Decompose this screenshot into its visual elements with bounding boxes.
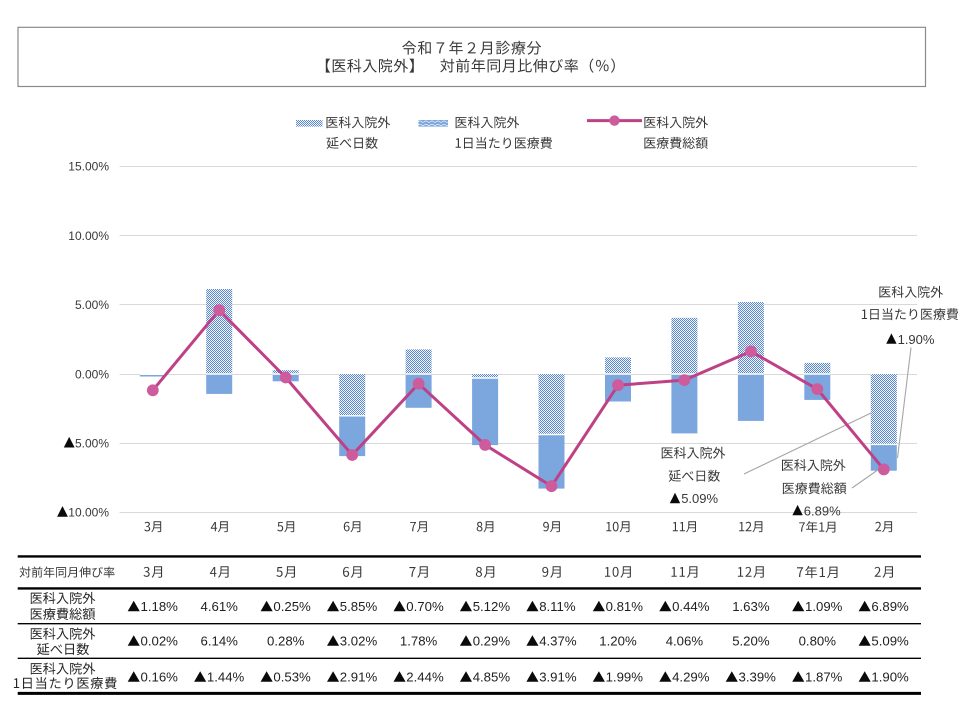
svg-text:0.02%: 0.02% [141,634,179,649]
svg-text:5.85%: 5.85% [340,599,378,614]
svg-text:1.09%: 1.09% [805,599,843,614]
svg-text:0.80%: 0.80% [799,634,837,649]
svg-text:0.00%: 0.00% [75,367,109,381]
svg-text:5.09%: 5.09% [871,634,909,649]
svg-text:0.16%: 0.16% [141,670,179,685]
svg-text:1.78%: 1.78% [400,634,438,649]
svg-text:5.00%: 5.00% [75,437,109,451]
svg-text:1.18%: 1.18% [141,599,179,614]
svg-text:1.90%: 1.90% [898,332,935,347]
svg-text:3.91%: 3.91% [539,670,577,685]
svg-text:1.90%: 1.90% [871,670,909,685]
svg-text:5.20%: 5.20% [732,634,770,649]
svg-text:4.06%: 4.06% [666,634,704,649]
svg-text:1.63%: 1.63% [732,599,770,614]
svg-text:1.20%: 1.20% [599,634,637,649]
svg-text:6.89%: 6.89% [804,503,841,518]
svg-text:4.37%: 4.37% [539,634,577,649]
svg-text:0.81%: 0.81% [606,599,644,614]
svg-text:5.12%: 5.12% [473,599,511,614]
svg-text:1.44%: 1.44% [207,670,245,685]
svg-text:0.44%: 0.44% [672,599,710,614]
svg-text:4.85%: 4.85% [473,670,511,685]
svg-text:6.89%: 6.89% [871,599,909,614]
svg-text:1.87%: 1.87% [805,670,843,685]
svg-text:2.91%: 2.91% [340,670,378,685]
svg-text:10.00%: 10.00% [68,229,109,243]
svg-text:0.70%: 0.70% [406,599,444,614]
svg-text:6.14%: 6.14% [200,634,238,649]
svg-text:8.11%: 8.11% [539,599,576,614]
svg-text:2.44%: 2.44% [406,670,444,685]
svg-text:0.28%: 0.28% [267,634,305,649]
svg-text:4.61%: 4.61% [200,599,238,614]
svg-text:10.00%: 10.00% [68,506,109,520]
svg-text:3.39%: 3.39% [739,670,777,685]
svg-text:0.29%: 0.29% [473,634,511,649]
svg-text:15.00%: 15.00% [68,160,109,174]
svg-text:0.25%: 0.25% [273,599,311,614]
svg-text:5.00%: 5.00% [75,298,109,312]
svg-text:4.29%: 4.29% [672,670,710,685]
svg-text:3.02%: 3.02% [340,634,378,649]
svg-text:5.09%: 5.09% [681,491,718,506]
svg-text:0.53%: 0.53% [273,670,311,685]
svg-text:1.99%: 1.99% [606,670,644,685]
